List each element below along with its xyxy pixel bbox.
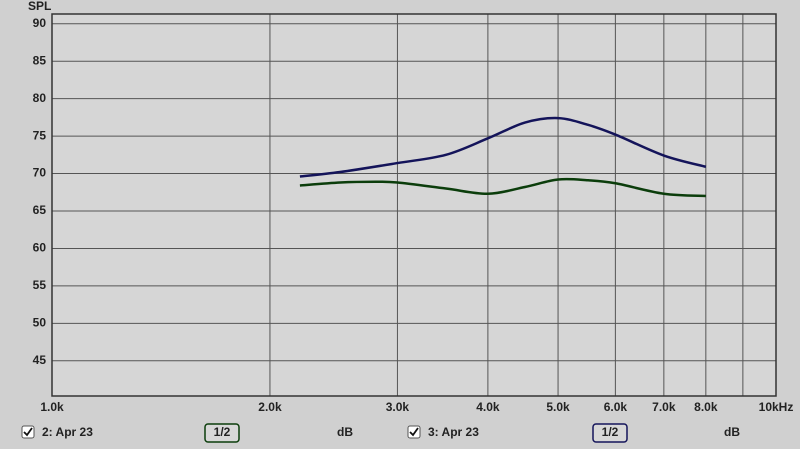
unit-label: dB bbox=[337, 425, 353, 439]
smoothing-button[interactable] bbox=[204, 423, 240, 443]
legend-label: 2: Apr 23 bbox=[42, 425, 93, 439]
checkmark bbox=[409, 427, 419, 437]
checkbox[interactable] bbox=[407, 425, 421, 439]
x-tick-label: 1.0k bbox=[40, 400, 64, 414]
y-tick-label: 55 bbox=[33, 278, 47, 292]
series-line bbox=[299, 116, 707, 178]
y-tick-label: 50 bbox=[33, 316, 47, 330]
x-tick-label: 5.0k bbox=[546, 400, 570, 414]
series-line bbox=[299, 177, 706, 198]
y-tick-label: 45 bbox=[33, 353, 47, 367]
y-tick-label: 65 bbox=[33, 203, 47, 217]
smoothing-button[interactable] bbox=[592, 423, 628, 443]
smoothing-label: 1/2 bbox=[602, 425, 619, 439]
plot-area bbox=[52, 14, 776, 396]
y-tick-label: 60 bbox=[33, 241, 47, 255]
y-tick-label: 80 bbox=[33, 91, 47, 105]
x-tick-label: 4.0k bbox=[476, 400, 500, 414]
x-tick-label: 2.0k bbox=[258, 400, 282, 414]
y-tick-label: 85 bbox=[33, 53, 47, 67]
y-tick-label: 90 bbox=[33, 16, 47, 30]
smoothing-label: 1/2 bbox=[214, 425, 231, 439]
y-axis-label: SPL bbox=[28, 0, 51, 13]
legend-label: 3: Apr 23 bbox=[428, 425, 479, 439]
x-tick-label: 8.0k bbox=[694, 400, 718, 414]
plot-border bbox=[51, 13, 777, 397]
y-tick-label: 75 bbox=[33, 128, 47, 142]
y-tick-label: 70 bbox=[33, 166, 47, 180]
checkbox[interactable] bbox=[21, 425, 35, 439]
x-tick-label: 7.0k bbox=[652, 400, 676, 414]
checkmark bbox=[23, 427, 33, 437]
unit-label: dB bbox=[724, 425, 740, 439]
x-tick-label: 3.0k bbox=[386, 400, 410, 414]
x-tick-label: 6.0k bbox=[604, 400, 628, 414]
x-tick-label: 10kHz bbox=[759, 400, 794, 414]
